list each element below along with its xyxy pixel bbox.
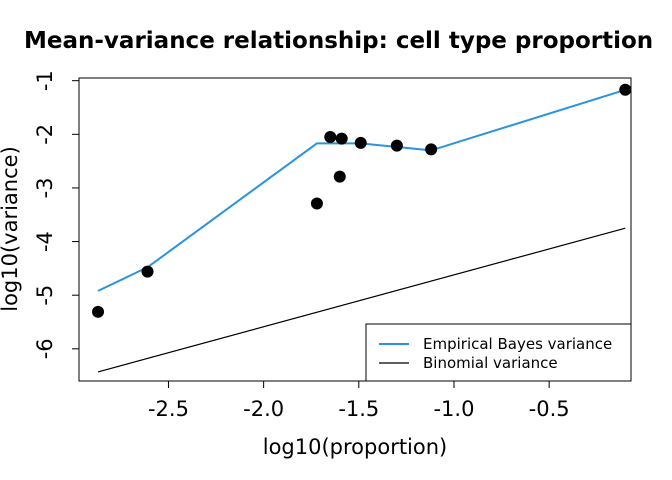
y-tick-label: -1 [33, 70, 57, 91]
empirical-bayes-line [97, 88, 626, 292]
x-tick-label: -1.5 [338, 397, 379, 421]
y-tick-label: -4 [33, 231, 57, 252]
legend-box [365, 323, 632, 382]
y-axis-label: log10(variance) [0, 146, 22, 312]
data-point [619, 83, 632, 96]
data-point [324, 130, 337, 143]
data-point [425, 143, 438, 156]
data-point [92, 305, 105, 318]
x-tick-label: -2.0 [243, 397, 284, 421]
data-point [310, 197, 323, 210]
x-tick-label: -2.5 [148, 397, 189, 421]
legend-label: Empirical Bayes variance [423, 335, 612, 353]
y-tick-label: -2 [33, 124, 57, 145]
data-point [335, 132, 348, 145]
x-axis-label: log10(proportion) [263, 435, 448, 459]
chart-title: Mean-variance relationship: cell type pr… [24, 28, 653, 54]
y-tick-label: -6 [33, 338, 57, 359]
legend-label: Binomial variance [423, 354, 558, 372]
data-point [333, 170, 346, 183]
y-tick-label: -5 [33, 285, 57, 306]
x-tick-label: -1.0 [433, 397, 474, 421]
binomial-line [97, 227, 626, 373]
x-tick-label: -0.5 [529, 397, 570, 421]
y-tick-label: -3 [33, 177, 57, 198]
data-point [354, 136, 367, 149]
data-point [390, 139, 403, 152]
data-point [141, 265, 154, 278]
